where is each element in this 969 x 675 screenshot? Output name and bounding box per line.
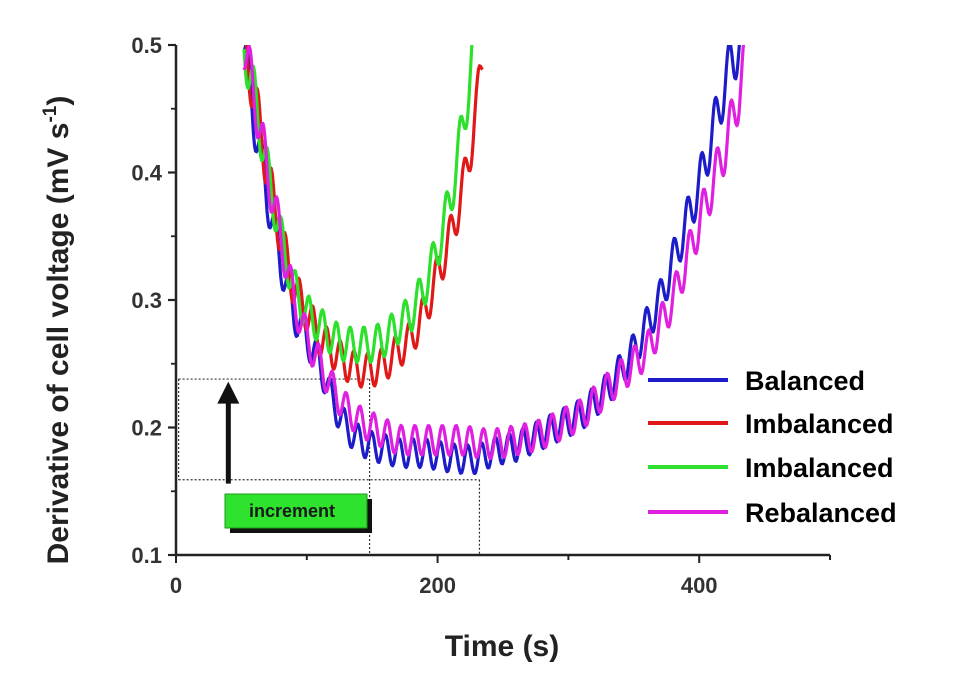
series-line-imbalanced-2	[242, 45, 474, 364]
tick-labels: 0.1 0.2 0.3 0.4 0.5 0 200 400	[131, 33, 717, 598]
y-axis-title-superscript: -1	[40, 105, 61, 122]
x-axis-title: Time (s)	[445, 630, 559, 663]
axes	[168, 43, 831, 563]
series-lines	[242, 45, 746, 475]
legend: Balanced Imbalanced Imbalanced Rebalanced	[648, 366, 897, 528]
legend-label-2: Imbalanced	[745, 453, 894, 483]
increment-label-box	[224, 493, 368, 529]
legend-label-3: Rebalanced	[745, 498, 897, 528]
y-axis-title: Derivative of cell voltage (mV s-1)	[40, 96, 75, 565]
x-tick-label: 200	[419, 573, 456, 598]
annotation-guides	[178, 378, 481, 555]
y-tick-label: 0.1	[131, 543, 162, 568]
legend-label-0: Balanced	[745, 366, 865, 396]
increment-annotation: increment	[217, 381, 372, 533]
increment-label: increment	[249, 501, 335, 521]
increment-arrow-head	[217, 381, 240, 404]
y-tick-label: 0.4	[131, 161, 162, 186]
y-tick-label: 0.3	[131, 288, 162, 313]
series-line-balanced-0	[242, 45, 741, 475]
x-tick-label: 0	[170, 573, 182, 598]
series-line-rebalanced-3	[242, 45, 746, 461]
y-tick-label: 0.2	[131, 416, 162, 441]
x-tick-label: 400	[681, 573, 718, 598]
y-tick-label: 0.5	[131, 33, 162, 58]
legend-label-1: Imbalanced	[745, 409, 894, 439]
